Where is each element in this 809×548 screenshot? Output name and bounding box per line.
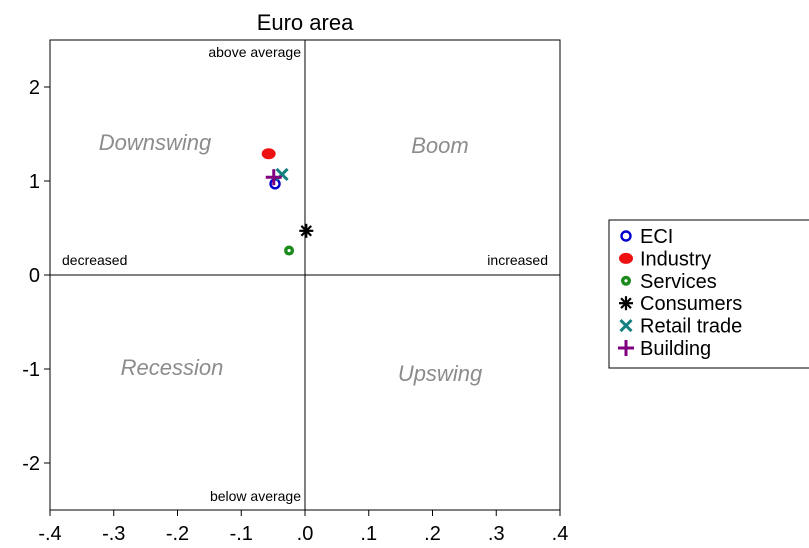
y-tick-label: -1 — [22, 359, 40, 381]
point-building — [265, 169, 282, 186]
quadrant-label-recession: Recession — [121, 355, 224, 380]
legend-marker-consumers — [619, 296, 633, 311]
x-tick-label: -.4 — [38, 523, 61, 545]
x-tick-label: -.3 — [102, 523, 125, 545]
y-axis: -2 -1 0 1 2 — [22, 77, 50, 475]
x-tick-label: -.2 — [166, 523, 189, 545]
point-services — [284, 245, 295, 256]
legend-marker-industry — [619, 252, 633, 264]
quadrant-label-downswing: Downswing — [99, 130, 212, 155]
x-tick-label: .0 — [297, 523, 314, 545]
legend-item-services: Services — [621, 271, 717, 293]
zero-axes — [50, 40, 560, 510]
legend-item-industry: Industry — [619, 248, 711, 270]
x-tick-label: -.1 — [230, 523, 253, 545]
data-points — [261, 148, 314, 256]
legend-marker-eci — [620, 230, 632, 242]
x-axis: -.4 -.3 -.2 -.1 .0 .1 .2 .3 .4 — [38, 510, 568, 545]
legend-box — [608, 219, 809, 369]
legend-item-retail-trade: Retail trade — [619, 316, 742, 338]
legend-label-retail-trade: Retail trade — [640, 316, 742, 338]
legend-item-consumers: Consumers — [619, 293, 742, 315]
legend-label-building: Building — [640, 338, 711, 360]
y-tick-label: 2 — [29, 77, 40, 99]
legend-item-building: Building — [618, 338, 711, 360]
legend-marker-retail-trade — [619, 319, 633, 333]
legend-label-services: Services — [640, 271, 717, 293]
annotation-increased: increased — [487, 252, 548, 268]
legend-label-eci: ECI — [640, 226, 673, 248]
legend-label-industry: Industry — [640, 248, 711, 270]
x-tick-label: .4 — [552, 523, 569, 545]
legend-marker-services — [621, 275, 631, 286]
annotation-above-average: above average — [208, 44, 301, 60]
legend-label-consumers: Consumers — [640, 293, 742, 315]
y-tick-label: 0 — [29, 265, 40, 287]
quadrant-label-boom: Boom — [411, 133, 468, 158]
x-tick-label: .3 — [488, 523, 505, 545]
y-tick-label: 1 — [29, 171, 40, 193]
y-tick-label: -2 — [22, 453, 40, 475]
point-consumers — [299, 223, 314, 238]
legend-item-eci: ECI — [620, 226, 673, 248]
x-tick-label: .1 — [360, 523, 377, 545]
legend-marker-building — [618, 340, 634, 356]
point-industry — [261, 148, 276, 160]
chart-title: Euro area — [257, 10, 354, 35]
quadrant-label-upswing: Upswing — [398, 361, 483, 386]
annotation-below-average: below average — [210, 488, 301, 504]
annotation-decreased: decreased — [62, 252, 127, 268]
x-tick-label: .2 — [424, 523, 441, 545]
